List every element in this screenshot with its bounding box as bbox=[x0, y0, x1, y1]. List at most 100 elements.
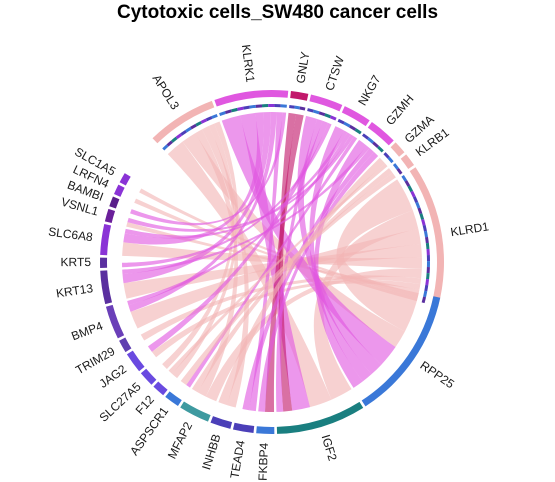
sector-ring-ctsw bbox=[312, 109, 320, 115]
sector-ring-klrk1 bbox=[237, 106, 244, 111]
sector-ring-klrd1 bbox=[425, 236, 429, 244]
sector-ring-klrd1 bbox=[401, 174, 408, 182]
sector-trim29 bbox=[119, 337, 132, 353]
chord-links bbox=[122, 112, 423, 412]
sector-ring-apol3 bbox=[195, 121, 202, 127]
sector-ring-ctsw bbox=[318, 111, 326, 117]
sector-ring-klrk1 bbox=[280, 104, 287, 108]
label-krt5: KRT5 bbox=[60, 255, 91, 269]
sector-ring-klrk1 bbox=[225, 109, 232, 115]
sector-ring-klrb1 bbox=[396, 167, 403, 175]
sector-ring-klrd1 bbox=[423, 290, 428, 298]
sector-klrb1 bbox=[400, 154, 415, 169]
link-gzma-f12 bbox=[168, 163, 388, 374]
sector-ring-ctsw bbox=[307, 108, 314, 113]
sector-ring-klrd1 bbox=[426, 267, 430, 274]
sector-ring-gzmh bbox=[361, 133, 370, 140]
label-bmp4: BMP4 bbox=[69, 319, 105, 344]
sector-ring-nkg7 bbox=[343, 121, 351, 128]
sector-slc27a5 bbox=[140, 368, 157, 385]
sector-ring-apol3 bbox=[211, 113, 218, 119]
sector-gzma bbox=[390, 142, 405, 157]
sector-bmp4 bbox=[105, 304, 125, 339]
sector-ring-klrk1 bbox=[231, 107, 238, 113]
sector-inhbb bbox=[210, 416, 233, 429]
sector-ring-klrd1 bbox=[421, 296, 427, 304]
sector-ring-gnly bbox=[289, 104, 295, 109]
sector-aspscr1 bbox=[165, 391, 182, 407]
link-apol3-rpp25 bbox=[182, 133, 405, 348]
sector-ring-klrd1 bbox=[424, 284, 429, 292]
chart-title: Cytotoxic cells_SW480 cancer cells bbox=[116, 2, 439, 23]
sector-ring-klrd1 bbox=[412, 196, 419, 203]
sector-gnly bbox=[290, 91, 309, 101]
label-aspscr1: ASPSCR1 bbox=[127, 404, 171, 458]
sector-ring-klrd1 bbox=[422, 224, 427, 232]
link-klrk1-bmp4 bbox=[128, 112, 277, 312]
chord-sectors bbox=[100, 90, 444, 434]
link-ctsw-rpp25 bbox=[297, 115, 382, 375]
sector-rpp25 bbox=[361, 296, 441, 407]
sector-ring-klrk1 bbox=[243, 105, 250, 110]
sector-ring-gzmh bbox=[367, 137, 375, 144]
sector-ring-klrd1 bbox=[415, 201, 421, 209]
sector-mfap2 bbox=[180, 401, 211, 422]
sector-ring-nkg7 bbox=[354, 128, 362, 135]
sector-ring-ctsw bbox=[324, 113, 332, 119]
sector-ring-klrd1 bbox=[404, 180, 411, 187]
sector-ring-apol3 bbox=[162, 144, 169, 151]
sector-ring-gzma bbox=[383, 152, 390, 159]
link-klrk1-rpp25 bbox=[221, 115, 396, 365]
sector-ring-apol3 bbox=[180, 129, 187, 136]
sector-nkg7 bbox=[341, 106, 370, 127]
sector-ring-apol3 bbox=[205, 116, 213, 122]
sector-klrd1 bbox=[409, 167, 444, 307]
sector-ring-gnly bbox=[294, 105, 301, 110]
sector-ring-klrd1 bbox=[419, 213, 425, 220]
sector-ring-klrd1 bbox=[426, 248, 430, 256]
sector-ring-klrk1 bbox=[249, 104, 256, 109]
link-gnly-igf2 bbox=[278, 112, 297, 412]
sector-krt13 bbox=[100, 270, 113, 305]
label-rpp25: RPP25 bbox=[418, 358, 458, 391]
sector-ring-gzmh bbox=[372, 141, 380, 149]
sector-ring-apol3 bbox=[185, 126, 192, 133]
sector-ring-klrk1 bbox=[268, 104, 275, 108]
sector-ring-klrd1 bbox=[417, 207, 423, 215]
sector-klrk1 bbox=[214, 90, 289, 107]
sector-vsnl1 bbox=[104, 208, 116, 224]
sector-ring-apol3 bbox=[190, 123, 197, 130]
sector-bambi bbox=[109, 196, 120, 209]
sector-ring-apol3 bbox=[166, 140, 173, 147]
sector-tead4 bbox=[232, 422, 255, 433]
label-inhbb: INHBB bbox=[199, 432, 223, 471]
sector-krt5 bbox=[100, 257, 108, 269]
sector-ring-klrd1 bbox=[407, 185, 414, 193]
sector-ring-klrd1 bbox=[421, 219, 426, 226]
link-klrk1-tead4 bbox=[249, 112, 283, 412]
sector-ring-klrd1 bbox=[425, 242, 430, 250]
sector-ring-klrd1 bbox=[426, 273, 430, 280]
sector-ring-klrd1 bbox=[426, 261, 430, 268]
sector-ring-klrk1 bbox=[219, 111, 226, 116]
sector-ring-gnly bbox=[299, 106, 306, 111]
link-klrk1-bambi bbox=[130, 112, 287, 226]
sector-ring-apol3 bbox=[171, 136, 178, 143]
link-gzmh-rpp25 bbox=[314, 139, 367, 388]
sector-ring-nkg7 bbox=[349, 124, 357, 131]
sector-slc1a5 bbox=[119, 173, 131, 186]
sector-ring-klrk1 bbox=[261, 104, 269, 108]
link-klrd1-lrfn4 bbox=[134, 198, 418, 302]
sector-fkbp4 bbox=[256, 426, 275, 434]
link-klrd1-krt13 bbox=[123, 243, 422, 299]
sector-igf2 bbox=[276, 401, 364, 434]
sector-ring-klrd1 bbox=[410, 190, 416, 198]
label-tead4: TEAD4 bbox=[227, 439, 247, 480]
sector-apol3 bbox=[152, 100, 215, 144]
sector-ring-klrk1 bbox=[274, 104, 281, 108]
sector-ring-klrd1 bbox=[425, 278, 430, 286]
label-apol3: APOL3 bbox=[150, 72, 183, 112]
sector-ctsw bbox=[309, 94, 343, 112]
